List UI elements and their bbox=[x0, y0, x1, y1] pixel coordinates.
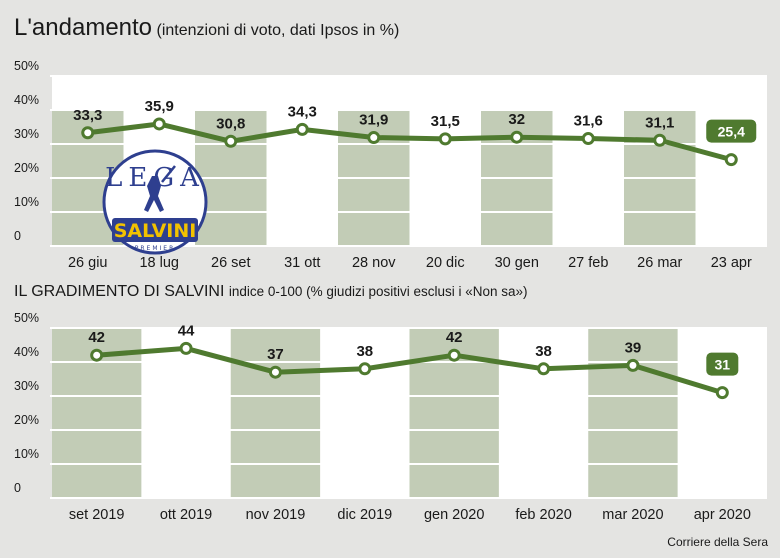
chart-voting-intentions: 0 10% 20% 30% 40% 50% 33,3 26 giu 35,9 18 lug 30,8… bbox=[14, 59, 767, 271]
c2-x-tick-label: set 2019 bbox=[69, 507, 125, 523]
c1-y-tick-label: 40% bbox=[14, 93, 39, 107]
logo-sword bbox=[161, 165, 176, 183]
c2-data-point bbox=[358, 362, 372, 376]
c2-x-tick-label: mar 2020 bbox=[602, 507, 663, 523]
c2-data-label: 37 bbox=[267, 346, 284, 363]
c1-data-label: 31,9 bbox=[359, 112, 388, 129]
c2-data-label: 39 bbox=[625, 339, 642, 356]
c2-y-tick-label: 30% bbox=[14, 379, 39, 393]
c1-y-tick-label: 0 bbox=[14, 229, 21, 243]
c2-data-point bbox=[447, 348, 461, 362]
c2-data-point bbox=[179, 341, 193, 355]
c2-data-point bbox=[90, 348, 104, 362]
c2-data-label: 44 bbox=[178, 322, 195, 339]
logo-band bbox=[112, 218, 198, 242]
c1-x-tick-label: 26 mar bbox=[637, 255, 682, 271]
c2-y-tick-label: 40% bbox=[14, 345, 39, 359]
chart2-title-block: IL GRADIMENTO DI SALVINI indice 0-100 (%… bbox=[14, 283, 528, 301]
c2-series-line bbox=[94, 345, 725, 396]
c1-data-point bbox=[367, 131, 381, 145]
c1-last-value-badge bbox=[706, 119, 757, 143]
c1-data-label: 35,9 bbox=[145, 98, 174, 115]
c1-y-tick-label: 30% bbox=[14, 127, 39, 141]
c2-y-tick-label: 0 bbox=[14, 481, 21, 495]
c1-data-label: 31,6 bbox=[574, 113, 603, 130]
c2-band bbox=[588, 328, 678, 498]
logo-warrior-figure bbox=[144, 176, 164, 212]
c2-x-tick-label: nov 2019 bbox=[246, 507, 306, 523]
c1-y-tick-label: 50% bbox=[14, 59, 39, 73]
c1-x-tick-label: 28 nov bbox=[352, 255, 396, 271]
lega-salvini-logo: LEGA SALVINI PREMIER bbox=[102, 149, 208, 255]
c2-y-tick-label: 20% bbox=[14, 413, 39, 427]
chart-approval-index: 0 10% 20% 30% 40% 50% 42 set 2019 44 ott 2019 37 no… bbox=[14, 311, 767, 523]
c1-x-tick-label: 18 lug bbox=[139, 255, 179, 271]
c1-series-line bbox=[85, 121, 734, 163]
c2-data-label: 31 bbox=[715, 357, 731, 373]
c2-y-tick-label: 10% bbox=[14, 447, 39, 461]
chart1-title-block: L'andamento (intenzioni di voto, dati Ip… bbox=[14, 14, 399, 42]
c2-x-tick-label: dic 2019 bbox=[337, 507, 392, 523]
c2-x-tick-label: feb 2020 bbox=[515, 507, 571, 523]
c1-data-label: 34,3 bbox=[288, 103, 317, 120]
c2-data-label: 42 bbox=[88, 329, 105, 346]
chart2-subtitle: indice 0-100 (% giudizi positivi esclusi… bbox=[228, 284, 528, 299]
c1-x-tick-label: 20 dic bbox=[426, 255, 465, 271]
logo-salvini-text: SALVINI bbox=[114, 220, 197, 242]
c1-x-tick-label: 27 feb bbox=[568, 255, 608, 271]
c1-data-point bbox=[295, 122, 309, 136]
c1-data-point bbox=[152, 117, 166, 131]
c1-data-label: 32 bbox=[508, 111, 525, 128]
c2-data-point bbox=[537, 362, 551, 376]
c1-x-tick-label: 26 giu bbox=[68, 255, 108, 271]
logo-premier-text: PREMIER bbox=[135, 245, 175, 252]
c1-x-tick-label: 30 gen bbox=[495, 255, 539, 271]
c1-y-tick-label: 20% bbox=[14, 161, 39, 175]
c1-x-tick-label: 31 ott bbox=[284, 255, 320, 271]
c1-data-label: 25,4 bbox=[718, 124, 745, 140]
c2-last-value-badge bbox=[706, 352, 739, 376]
c2-data-point bbox=[626, 358, 640, 372]
c2-data-label: 38 bbox=[356, 343, 373, 360]
c1-data-label: 31,5 bbox=[431, 113, 460, 130]
chart2-title: IL GRADIMENTO DI SALVINI bbox=[14, 283, 225, 300]
c1-data-label: 31,1 bbox=[645, 114, 674, 131]
c1-data-point bbox=[224, 134, 238, 148]
c1-data-label: 30,8 bbox=[216, 115, 245, 132]
chart1-subtitle: (intenzioni di voto, dati Ipsos in %) bbox=[156, 22, 400, 39]
c2-x-tick-label: gen 2020 bbox=[424, 507, 484, 523]
c1-x-tick-label: 26 set bbox=[211, 255, 251, 271]
chart1-title: L'andamento bbox=[14, 14, 153, 41]
c2-band bbox=[230, 328, 321, 498]
c1-data-point bbox=[724, 153, 738, 167]
c2-x-tick-label: apr 2020 bbox=[694, 507, 751, 523]
c1-y-tick-label: 10% bbox=[14, 195, 39, 209]
c1-data-point bbox=[653, 133, 667, 147]
source-credit: Corriere della Sera bbox=[667, 535, 768, 549]
c1-data-point bbox=[510, 130, 524, 144]
c1-data-point bbox=[81, 126, 95, 140]
c2-data-point bbox=[715, 386, 729, 400]
c2-data-label: 38 bbox=[535, 343, 552, 360]
c2-y-tick-label: 50% bbox=[14, 311, 39, 325]
c2-data-point bbox=[268, 365, 282, 379]
c2-data-label: 42 bbox=[446, 329, 463, 346]
c1-x-tick-label: 23 apr bbox=[711, 255, 752, 271]
c1-data-point bbox=[581, 132, 595, 146]
c2-x-tick-label: ott 2019 bbox=[160, 507, 212, 523]
logo-lega-text: LEGA bbox=[105, 163, 205, 193]
c1-data-label: 33,3 bbox=[73, 107, 102, 124]
c1-data-point bbox=[438, 132, 452, 146]
